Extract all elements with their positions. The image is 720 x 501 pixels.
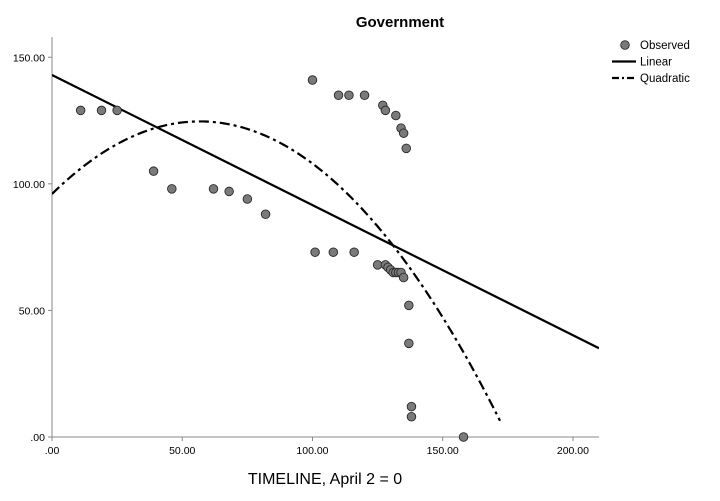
data-point <box>406 411 417 422</box>
data-point <box>75 105 86 116</box>
data-point <box>148 166 159 176</box>
x-axis-label: TIMELINE, April 2 = 0 <box>248 471 402 488</box>
legend-label: Observed <box>640 40 690 52</box>
data-point <box>458 432 469 442</box>
axes: .00 50.00 100.00 150.00 200.00 .00 50.00 100.00… <box>13 37 599 457</box>
y-tick-label: 150.00 <box>13 52 45 64</box>
data-point <box>328 247 339 257</box>
data-point <box>372 260 383 270</box>
x-tick-label: .00 <box>45 445 60 457</box>
data-point <box>406 401 417 412</box>
legend: Observed Linear Quadratic <box>612 40 690 85</box>
data-point <box>404 300 414 311</box>
data-point <box>398 272 409 283</box>
data-point <box>112 105 122 116</box>
data-point <box>349 247 359 257</box>
data-point <box>310 247 320 257</box>
legend-observed-marker <box>620 40 630 50</box>
data-point <box>401 143 411 154</box>
x-tick-label: 50.00 <box>169 445 195 457</box>
linear-fit-line <box>52 73 599 350</box>
y-tick-label: .00 <box>30 432 45 444</box>
data-point <box>391 110 401 121</box>
x-tick-label: 100.00 <box>296 445 328 457</box>
data-point <box>208 184 219 194</box>
x-tick-label: 200.00 <box>557 445 589 457</box>
data-point <box>260 209 271 219</box>
data-point <box>307 75 318 85</box>
chart-title: Government <box>356 14 444 31</box>
data-point <box>398 128 409 138</box>
observed-points <box>75 75 469 442</box>
data-point <box>404 338 414 349</box>
data-point <box>333 90 344 100</box>
data-point <box>167 184 177 194</box>
x-tick-label: 150.00 <box>427 445 459 457</box>
data-point <box>380 105 391 116</box>
legend-label: Quadratic <box>640 73 690 85</box>
data-point <box>344 90 354 100</box>
data-point <box>242 194 253 204</box>
quadratic-fit-curve <box>52 120 502 422</box>
legend-label: Linear <box>640 57 672 69</box>
y-tick-label: 100.00 <box>13 179 45 191</box>
data-point <box>224 186 234 197</box>
fit-lines <box>52 73 599 422</box>
data-point <box>96 105 107 116</box>
data-point <box>359 90 370 100</box>
y-tick-label: 50.00 <box>19 305 45 317</box>
